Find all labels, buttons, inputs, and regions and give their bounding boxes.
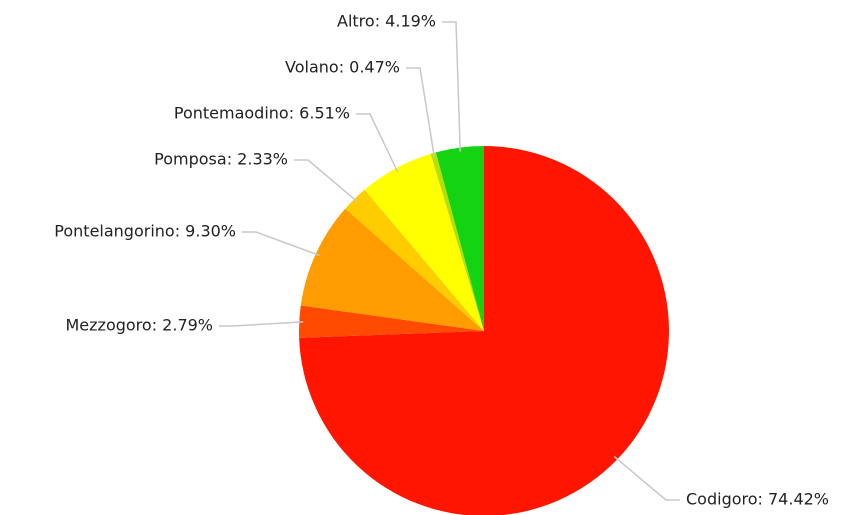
data-label: Altro: 4.19% — [337, 12, 436, 31]
leader-line — [356, 113, 399, 173]
pie-slice — [299, 305, 484, 338]
pie-slice — [345, 189, 484, 331]
leader-line — [219, 321, 304, 327]
leader-line — [442, 21, 461, 152]
leader-line — [242, 231, 320, 257]
leader-line — [613, 456, 680, 501]
data-label: Volano: 0.47% — [285, 58, 400, 77]
leader-line — [294, 159, 358, 203]
leader-line — [406, 67, 436, 158]
pie-slice — [300, 208, 484, 331]
data-label: Codigoro: 74.42% — [686, 490, 829, 509]
pie-slice — [430, 152, 484, 331]
data-label: Pontemaodino: 6.51% — [174, 104, 350, 123]
pie-slice — [435, 146, 484, 331]
data-label: Pontelangorino: 9.30% — [54, 222, 236, 241]
pie-slice — [364, 153, 484, 331]
data-label: Mezzogoro: 2.79% — [66, 316, 214, 335]
pie-slice — [299, 146, 669, 515]
data-label: Pomposa: 2.33% — [154, 150, 288, 169]
